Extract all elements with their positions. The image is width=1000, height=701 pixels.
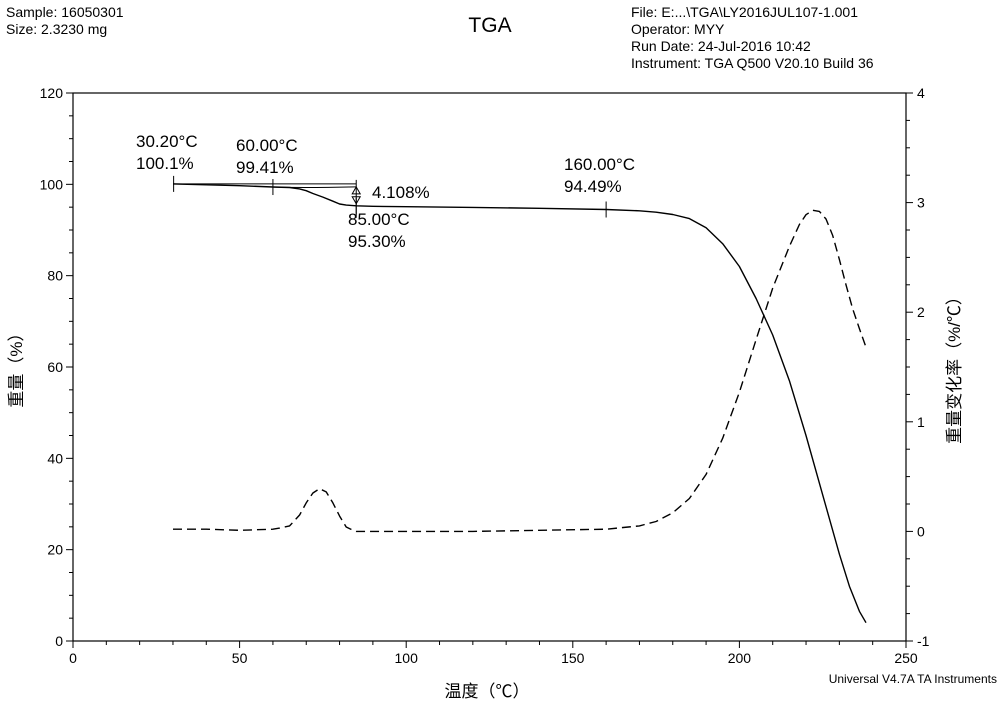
y-left-tick-label: 100 [40,176,64,192]
x-tick-label: 200 [728,650,752,666]
annotation-text: 95.30% [348,232,406,251]
y-right-tick-label: 4 [917,85,925,101]
annotation-text: 94.49% [564,177,622,196]
weight-curve [173,184,866,623]
annotation-text: 160.00°C [564,155,635,174]
annotations: 30.20°C 100.1% 60.00°C 99.41% 85.00°C 95.30% 1… [136,132,635,251]
y-right-tick-label: -1 [917,633,930,649]
step-onset-line [273,187,356,188]
y-right-tick-label: 2 [917,304,925,320]
x-axis-label: 温度（℃） [445,682,530,701]
annotation-text: 4.108% [372,183,430,202]
annotation-text: 60.00°C [236,136,298,155]
annotation-text: 99.41% [236,158,294,177]
y-left-tick-label: 120 [40,85,64,101]
x-tick-label: 100 [395,650,419,666]
x-tick-label: 0 [69,650,77,666]
y-left-tick-label: 60 [47,359,63,375]
y-left-tick-label: 40 [47,450,63,466]
y-left-tick-label: 0 [55,633,63,649]
annotation-text: 85.00°C [348,210,410,229]
plot-frame [73,93,906,641]
derivative-curve [173,210,866,531]
annotation-text: 30.20°C [136,132,198,151]
x-tick-label: 150 [561,650,585,666]
y-right-tick-label: 0 [917,523,925,539]
y-left-tick-label: 20 [47,542,63,558]
annotation-text: 100.1% [136,154,194,173]
x-tick-label: 250 [894,650,918,666]
y-right-tick-label: 1 [917,414,925,430]
y-right-tick-label: 3 [917,195,925,211]
series-group [173,184,866,623]
y-axis-label-left: 重量（%） [7,324,26,407]
x-tick-label: 50 [232,650,248,666]
y-axis-label-right: 重量变化率（%/℃） [945,288,964,444]
y-left-tick-label: 80 [47,268,63,284]
